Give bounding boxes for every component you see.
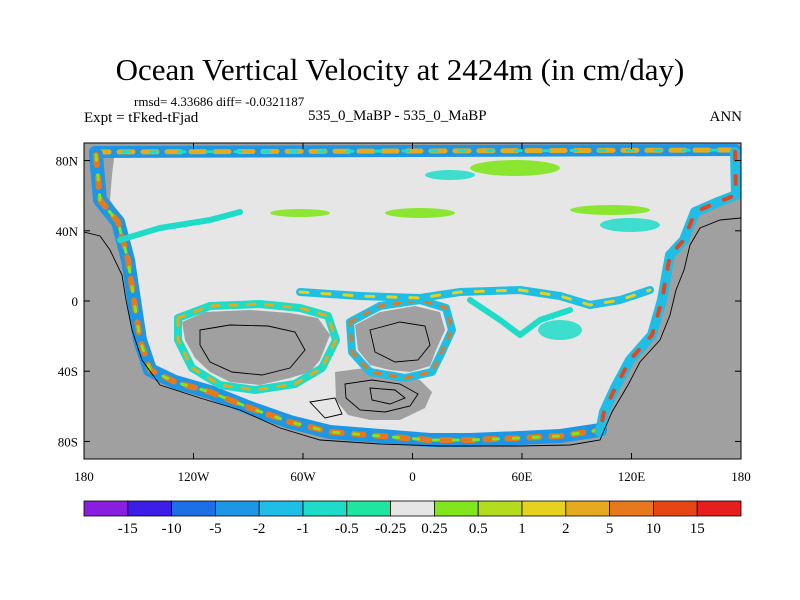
colorbar-label: -1 bbox=[297, 521, 310, 537]
lon-tick-label: 180 bbox=[731, 469, 751, 484]
colorbar-label: 2 bbox=[562, 521, 570, 537]
lon-tick-label: 120W bbox=[178, 469, 211, 484]
colorbar-label: -2 bbox=[253, 521, 266, 537]
colorbar-swatch bbox=[696, 500, 742, 517]
colorbar-swatch bbox=[653, 500, 698, 517]
positive-patches bbox=[270, 160, 650, 218]
map-axes: 180 120W 60W 0 60E 120E 180 80N 40N 0 40S 80S bbox=[56, 143, 751, 484]
colorbar-label: -0.5 bbox=[335, 521, 359, 537]
colorbar-swatch bbox=[83, 500, 129, 517]
continent-south-central bbox=[355, 306, 445, 372]
map-title: Ocean Vertical Velocity at 2424m (in cm/… bbox=[115, 52, 685, 87]
runs-label: 535_0_MaBP - 535_0_MaBP bbox=[308, 108, 487, 124]
colorbar-label: -0.25 bbox=[375, 521, 406, 537]
lat-tick-label: 0 bbox=[72, 294, 79, 309]
lon-tick-label: 180 bbox=[74, 469, 94, 484]
colorbar-label: 5 bbox=[606, 521, 614, 537]
colorbar-swatch bbox=[346, 500, 391, 517]
lon-tick-label: 60W bbox=[290, 469, 316, 484]
colorbar-swatch bbox=[521, 500, 567, 517]
lon-tick-label: 0 bbox=[409, 469, 416, 484]
lat-tick-label: 80S bbox=[58, 434, 78, 449]
colorbar-swatch bbox=[302, 500, 348, 517]
colorbar-label: -5 bbox=[209, 521, 222, 537]
colorbar-swatch bbox=[171, 500, 216, 517]
colorbar-swatch bbox=[609, 500, 654, 517]
experiment-label: Expt = tFked-tFjad bbox=[84, 110, 199, 126]
negative-patches bbox=[425, 170, 660, 340]
colorbar-label: -10 bbox=[162, 521, 182, 537]
map-field bbox=[84, 143, 741, 459]
lat-tick-label: 40N bbox=[56, 224, 79, 239]
lon-tick-label: 60E bbox=[512, 469, 533, 484]
colorbar-swatch bbox=[565, 500, 610, 517]
colorbar-swatch bbox=[214, 500, 260, 517]
lat-tick-label: 80N bbox=[56, 154, 79, 169]
colorbar: -15 -10 -5 -2 -1 -0.5 -0.25 0.25 0.5 1 2 5 10 15 bbox=[83, 500, 742, 537]
colorbar-swatch bbox=[258, 500, 304, 517]
velocity-bands bbox=[89, 144, 741, 447]
colorbar-label: 15 bbox=[690, 521, 705, 537]
colorbar-label: 1 bbox=[518, 521, 526, 537]
colorbar-swatch bbox=[390, 500, 435, 517]
colorbar-label: 0.5 bbox=[469, 521, 488, 537]
lon-tick-label: 120E bbox=[618, 469, 646, 484]
colorbar-label: 0.25 bbox=[421, 521, 447, 537]
colorbar-swatch bbox=[433, 500, 479, 517]
colorbar-label: -15 bbox=[118, 521, 138, 537]
colorbar-swatch bbox=[127, 500, 173, 517]
coastlines bbox=[84, 217, 741, 447]
colorbar-label: 10 bbox=[646, 521, 661, 537]
colorbar-swatch bbox=[477, 500, 523, 517]
season-label: ANN bbox=[709, 109, 743, 125]
lat-tick-label: 40S bbox=[58, 364, 78, 379]
statistics-label: rmsd= 4.33686 diff= -0.0321187 bbox=[134, 94, 305, 109]
